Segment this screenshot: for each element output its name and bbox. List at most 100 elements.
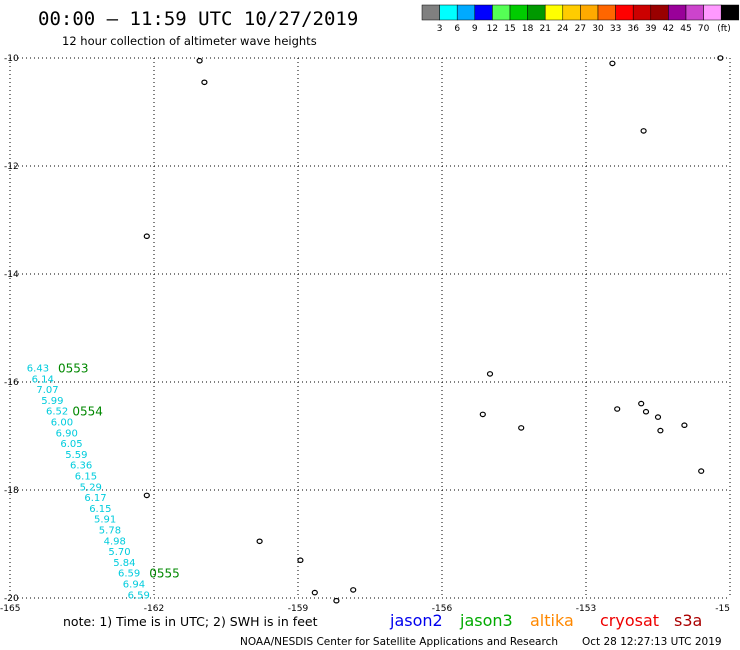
island-outline (609, 60, 616, 67)
colorbar-swatch (580, 4, 599, 21)
island-outline (311, 589, 318, 596)
time-labels: 0553 0554 0555 (58, 362, 180, 581)
observation-value: 5.29 (80, 482, 102, 493)
observation-value: 5.91 (94, 515, 116, 526)
observation-value: 5.84 (113, 558, 135, 569)
observation-value: 6.14 (32, 374, 54, 385)
colorbar-label: 39 (645, 24, 657, 34)
colorbar-label: 15 (504, 24, 515, 34)
x-tick-label: -156 (432, 604, 453, 614)
chart-title: 00:00 – 11:59 UTC 10/27/2019 (38, 8, 358, 30)
island-outline (654, 414, 662, 420)
observation-value: 5.99 (41, 396, 63, 407)
observation-value: 6.36 (70, 461, 92, 472)
colorbar-label: 18 (522, 24, 534, 34)
chart-subtitle: 12 hour collection of altimeter wave hei… (62, 34, 317, 48)
colorbar-swatch (544, 4, 564, 21)
satellite-legend: jason2 jason3 altika cryosat s3a (389, 611, 702, 630)
colorbar-swatch (632, 4, 652, 21)
observation-value: 6.59 (118, 569, 140, 580)
observation-value: 6.15 (75, 472, 97, 483)
colorbar-swatch (439, 4, 458, 21)
colorbar-label: 33 (610, 24, 621, 34)
colorbar-label: 12 (487, 24, 498, 34)
island-outline (640, 128, 647, 134)
observation-value: 6.05 (60, 439, 82, 450)
colorbar-label: 21 (539, 24, 550, 34)
colorbar-swatch (456, 4, 476, 21)
x-tick-label: -159 (288, 604, 309, 614)
colorbar-swatch (527, 4, 546, 21)
colorbar-swatch (615, 4, 634, 21)
colorbar-label: 42 (663, 24, 674, 34)
colorbar-label: 27 (575, 24, 586, 34)
colorbar-label: 6 (454, 24, 460, 34)
satellite-name-cryosat: cryosat (600, 611, 659, 630)
observation-value: 6.94 (123, 580, 145, 591)
island-outline (642, 408, 650, 415)
island-outline (143, 233, 150, 240)
island-outline (698, 468, 705, 474)
x-tick-label: -162 (144, 604, 164, 614)
observation-value: 7.07 (36, 385, 58, 396)
island-outline (518, 425, 525, 431)
colorbar-label: 24 (557, 24, 569, 34)
observation-value: 5.59 (65, 450, 87, 461)
island-outline (143, 492, 150, 499)
colorbar-label: 9 (472, 24, 478, 34)
y-tick-label: -12 (4, 162, 19, 172)
y-tick-label: -10 (4, 54, 19, 64)
time-label: 0555 (149, 567, 180, 581)
island-outline (350, 587, 357, 593)
observation-value: 6.52 (46, 407, 68, 418)
island-outline (657, 427, 664, 434)
x-tick-label: -15 (715, 604, 730, 614)
colorbar-swatch (703, 4, 722, 21)
colorbar-label: 45 (680, 24, 691, 34)
island-outline (333, 597, 340, 604)
x-tick-label: -165 (0, 604, 20, 614)
colorbar-swatch (685, 4, 704, 21)
observation-series: 6.436.147.075.996.526.006.906.055.596.36… (27, 364, 150, 602)
island-outline (486, 371, 494, 377)
footer-credit: NOAA/NESDIS Center for Satellite Applica… (240, 636, 558, 648)
colorbar-label: 36 (627, 24, 639, 34)
colorbar-label: 3 (437, 24, 443, 34)
satellite-name-s3a: s3a (674, 611, 702, 630)
colorbar-swatch (492, 4, 511, 21)
colorbar-swatch (474, 4, 493, 21)
island-outline (196, 57, 203, 64)
time-label: 0554 (72, 405, 103, 419)
footer-timestamp: Oct 28 12:27:13 UTC 2019 (582, 636, 722, 648)
footer-note: note: 1) Time is in UTC; 2) SWH is in fe… (63, 614, 318, 629)
island-outline (256, 538, 263, 545)
island-outline (614, 406, 621, 412)
colorbar-label: 30 (592, 24, 604, 34)
island-outline (638, 400, 645, 407)
observation-value: 6.15 (89, 504, 111, 515)
island-outline (717, 55, 724, 61)
island-outline (201, 79, 208, 86)
y-tick-label: -14 (4, 270, 19, 280)
observation-value: 6.00 (51, 418, 73, 429)
colorbar-swatch (720, 4, 740, 21)
colorbar-unit: (ft) (717, 24, 731, 34)
colorbar-swatch (562, 4, 581, 21)
colorbar-swatch (597, 4, 616, 21)
observation-value: 5.70 (108, 547, 130, 558)
observation-value: 6.43 (27, 364, 49, 375)
colorbar-swatch (421, 4, 440, 21)
satellite-name-jason3: jason3 (459, 611, 513, 630)
colorbar-label: 70 (698, 24, 710, 34)
observation-value: 6.59 (128, 590, 150, 601)
plot-grid (9, 57, 731, 599)
island-outline (681, 422, 688, 429)
colorbar-swatch (509, 4, 528, 21)
satellite-name-jason2: jason2 (389, 611, 443, 630)
colorbar-swatch (668, 4, 687, 21)
island-outlines (143, 55, 724, 604)
y-tick-label: -18 (4, 486, 19, 496)
colorbar-legend: 3 6 9 12 15 18 21 24 27 30 33 36 39 42 45 70 (ft) (421, 4, 740, 34)
island-outline (297, 557, 304, 564)
